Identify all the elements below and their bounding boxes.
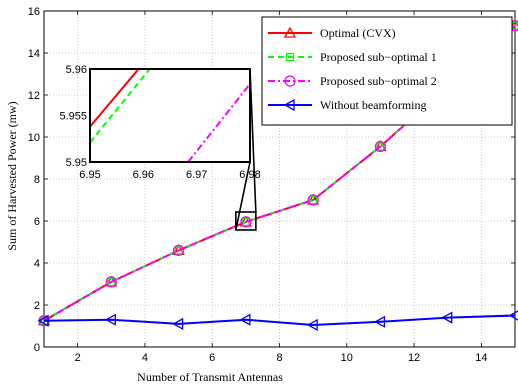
legend-marker — [284, 75, 296, 87]
legend-marker — [285, 52, 295, 62]
inset-x-tick-label: 6.95 — [79, 169, 100, 181]
data-point — [174, 246, 183, 255]
inset-x-tick-label: 6.98 — [239, 169, 260, 181]
x-tick-label: 2 — [75, 352, 81, 364]
data-point — [508, 310, 518, 321]
legend-label: Proposed sub−optimal 1 — [320, 50, 437, 64]
data-point — [306, 318, 318, 332]
x-tick-label: 14 — [475, 352, 487, 364]
inset-y-tick-label: 5.96 — [66, 64, 87, 76]
inset-line — [89, 68, 140, 128]
data-point — [374, 140, 387, 153]
x-tick-label: 12 — [408, 352, 420, 364]
legend-entry: Optimal (CVX) — [268, 26, 396, 40]
zoom-connector — [235, 161, 251, 231]
data-point — [374, 315, 386, 328]
x-tick-label: 10 — [341, 352, 353, 364]
legend-marker — [283, 26, 297, 38]
data-point — [376, 142, 385, 151]
x-tick-label: 8 — [276, 352, 282, 364]
inset-line — [89, 68, 151, 144]
x-axis-label: Number of Transmit Antennas — [137, 370, 283, 384]
legend-entry: Proposed sub−optimal 2 — [268, 74, 437, 88]
legend: Optimal (CVX) Proposed sub−optimal 1 Propo… — [261, 16, 513, 126]
data-point — [107, 277, 116, 287]
series-layer — [37, 19, 518, 332]
inset-x-tick-label: 6.96 — [133, 169, 154, 181]
y-axis-label: Sum of Harvested Power (mw) — [5, 101, 19, 250]
data-point — [105, 276, 117, 288]
legend-entry: Without beamforming — [268, 98, 427, 112]
y-tick-label: 12 — [28, 90, 40, 102]
inset-x-tick-label: 6.97 — [186, 169, 207, 181]
legend-box — [261, 16, 513, 126]
y-tick-label: 8 — [34, 174, 40, 186]
legend-label: Optimal (CVX) — [320, 26, 396, 40]
data-point — [240, 216, 252, 228]
legend-label: Without beamforming — [320, 98, 427, 112]
inset-axes: 6.95 6.96 6.97 6.98 5.95 5.955 5.96 — [59, 64, 260, 181]
data-point — [172, 317, 184, 331]
legend-entry: Proposed sub−optimal 1 — [268, 50, 437, 64]
x-tick-label: 4 — [142, 352, 148, 364]
series-line — [43, 314, 516, 326]
inset-y-tick-label: 5.95 — [66, 157, 87, 169]
axis-ticks: 2 4 6 8 10 12 14 0 2 4 6 8 10 12 14 16 — [28, 6, 515, 364]
legend-marker — [283, 98, 295, 112]
inset-y-tick-label: 5.955 — [59, 111, 87, 123]
y-tick-label: 14 — [28, 48, 40, 60]
data-point — [172, 244, 185, 257]
x-tick-label: 6 — [209, 352, 215, 364]
inset-line — [187, 83, 251, 163]
zoom-box — [235, 211, 257, 231]
data-point — [241, 217, 251, 226]
y-tick-label: 2 — [34, 300, 40, 312]
y-tick-label: 4 — [34, 258, 40, 270]
y-tick-label: 10 — [28, 132, 40, 144]
data-point — [104, 313, 116, 326]
y-tick-label: 16 — [28, 6, 40, 18]
inset-background — [90, 69, 250, 162]
data-point — [441, 311, 453, 324]
data-point — [37, 314, 49, 327]
data-point — [307, 194, 319, 206]
y-tick-label: 0 — [34, 342, 40, 354]
y-tick-label: 6 — [34, 216, 40, 228]
legend-label: Proposed sub−optimal 2 — [320, 74, 437, 88]
data-point — [308, 195, 318, 205]
series-4 — [37, 310, 518, 332]
data-point — [239, 313, 251, 326]
inset-frame — [89, 68, 251, 163]
